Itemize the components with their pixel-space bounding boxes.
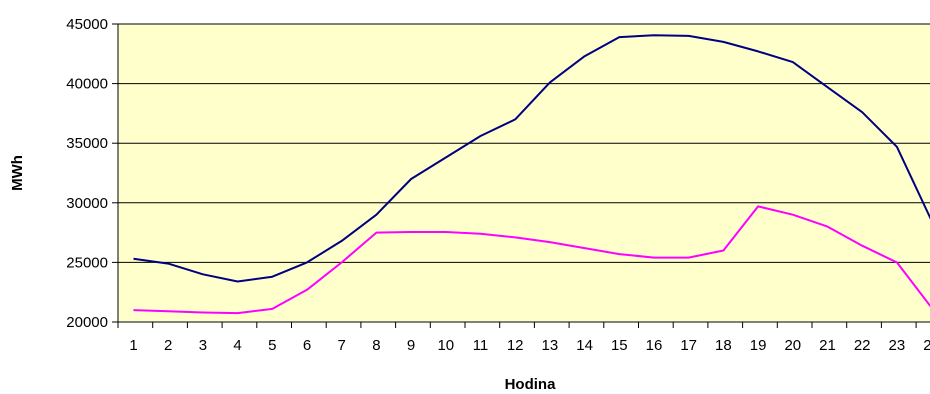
x-tick-label: 10 <box>437 337 454 354</box>
y-tick-label: 45000 <box>66 16 108 33</box>
x-tick-label: 4 <box>233 337 241 354</box>
series-lines <box>133 34 930 315</box>
x-tick-label: 15 <box>611 337 628 354</box>
x-tick-label: 7 <box>338 337 346 354</box>
x-tick-label: 1 <box>129 337 137 354</box>
x-tick-labels: 123456789101112131415161718192021222324 <box>117 322 930 354</box>
x-tick-label: 13 <box>542 337 559 354</box>
x-tick-label: 6 <box>303 337 311 354</box>
x-tick-label: 16 <box>646 337 663 354</box>
x-tick-label: 14 <box>576 337 593 354</box>
x-tick-label: 5 <box>268 337 276 354</box>
axes <box>117 24 930 323</box>
x-tick-label: 9 <box>407 337 415 354</box>
gridlines <box>118 23 930 263</box>
x-tick-label: 21 <box>819 337 836 354</box>
x-axis-title: Hodina <box>505 376 556 393</box>
y-axis-title: MWh <box>9 155 26 191</box>
x-tick-label: 18 <box>715 337 732 354</box>
x-tick-label: 22 <box>854 337 871 354</box>
x-tick-label: 11 <box>473 337 489 354</box>
x-tick-label: 19 <box>750 337 767 354</box>
y-tick-label: 35000 <box>66 135 108 152</box>
y-tick-label: 20000 <box>66 314 108 331</box>
y-tick-labels: 20000 25000 30000 35000 40000 45000 <box>66 16 118 331</box>
x-tick-label: 12 <box>507 337 524 354</box>
series-line-1 <box>133 34 930 283</box>
x-tick-label: 17 <box>680 337 697 354</box>
x-tick-label: 8 <box>372 337 380 354</box>
plot-area <box>118 24 930 322</box>
y-tick-label: 25000 <box>66 254 108 271</box>
x-tick-label: 24 <box>923 337 930 354</box>
x-tick-label: 20 <box>784 337 801 354</box>
y-tick-label: 30000 <box>66 195 108 212</box>
x-tick-label: 2 <box>164 337 172 354</box>
x-tick-label: 23 <box>889 337 906 354</box>
series-line-2 <box>133 205 930 315</box>
y-tick-label: 40000 <box>66 76 108 93</box>
x-tick-label: 3 <box>199 337 207 354</box>
